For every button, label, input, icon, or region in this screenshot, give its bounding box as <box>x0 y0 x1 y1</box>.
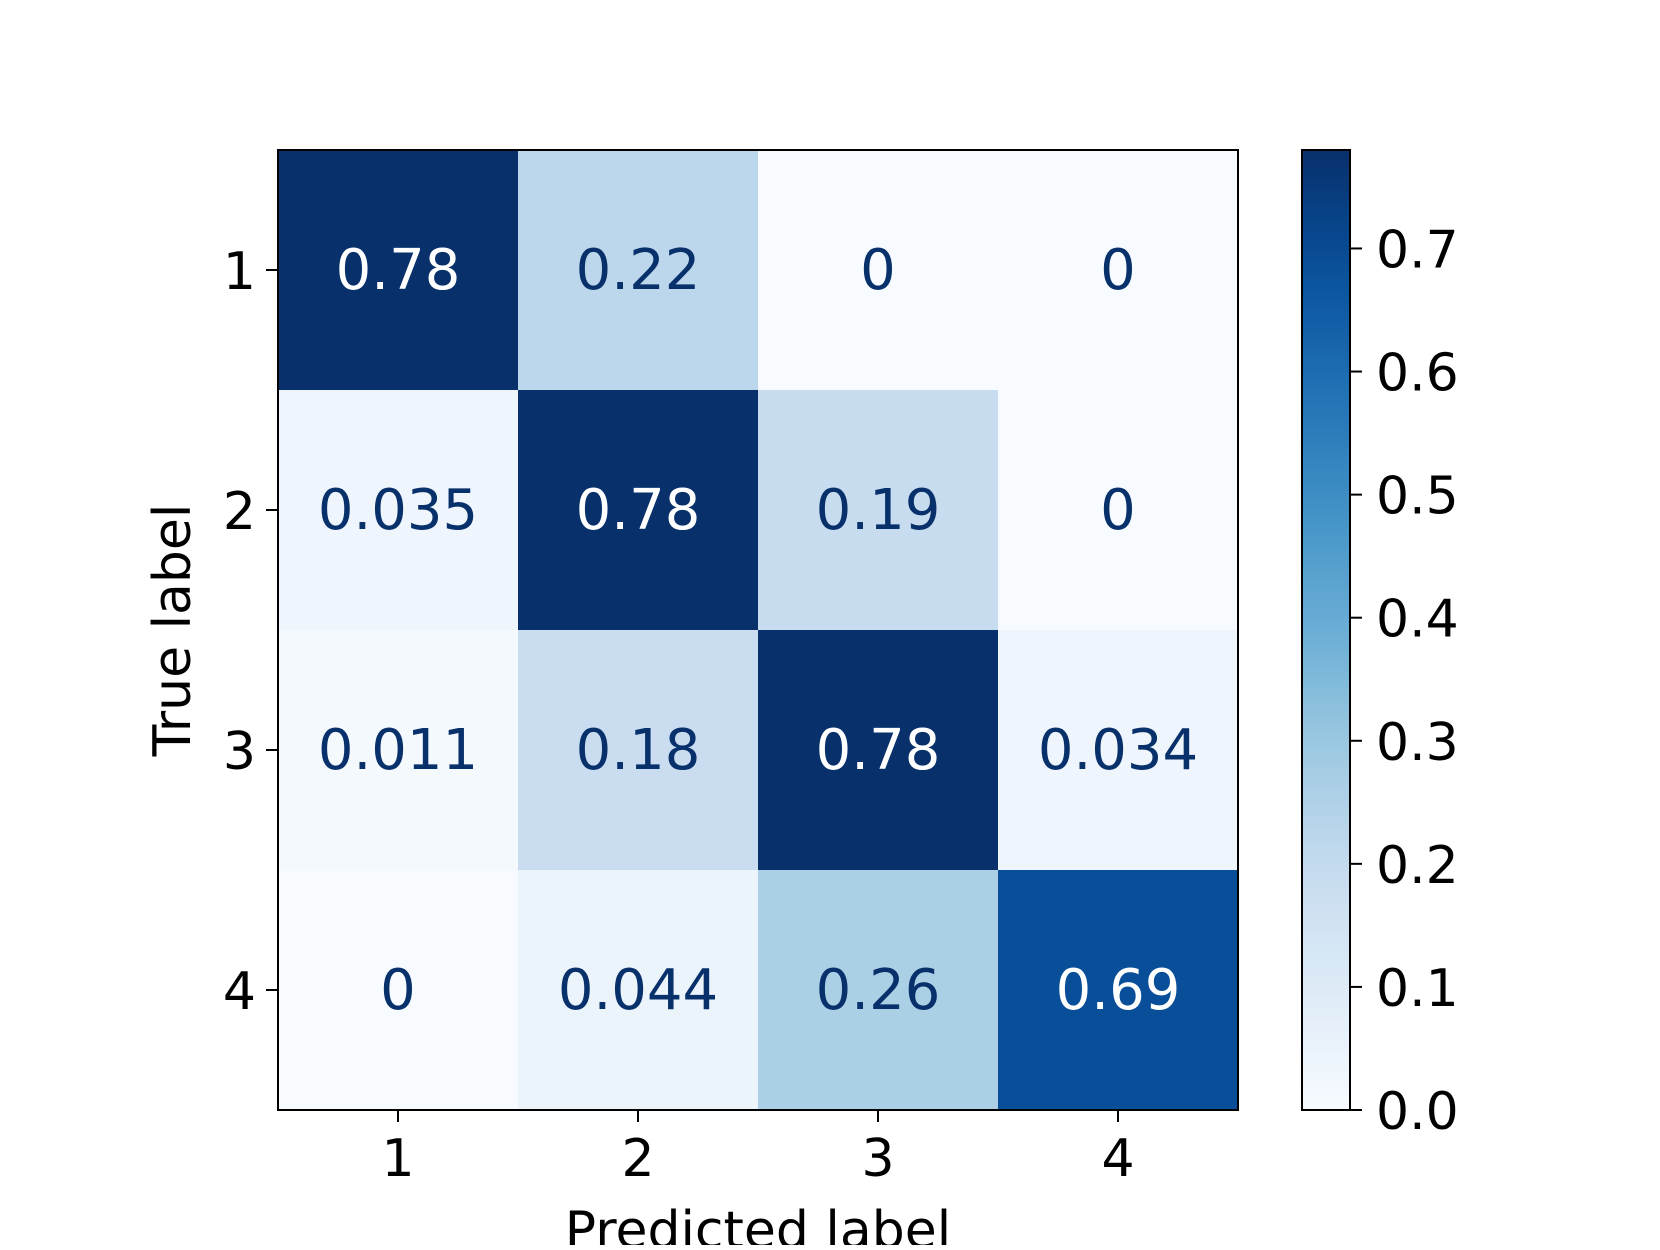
y-tick-label: 1 <box>223 242 256 302</box>
heatmap-cell-r2-c2 <box>518 390 759 631</box>
colorbar-tick-label: 0.7 <box>1376 220 1459 280</box>
heatmap-cell-r1-c2 <box>518 150 759 391</box>
x-tick-label: 2 <box>621 1129 654 1189</box>
cell-label-r2-c1: 0.035 <box>318 478 478 543</box>
cell-label-r1-c3: 0 <box>860 238 896 303</box>
heatmap-cell-r1-c1 <box>278 150 519 391</box>
colorbar-tick-label: 0.4 <box>1376 590 1459 650</box>
heatmap-cell-r4-c1 <box>278 870 519 1111</box>
cell-value-labels: 0.78 0.22 0 0 0.035 0.78 0.19 0 0.011 0.18 0.78 0.0… <box>318 238 1198 1023</box>
cell-label-r3-c3: 0.78 <box>816 718 941 783</box>
heatmap-cell-r4-c3 <box>758 870 999 1111</box>
heatmap-cell-r1-c3 <box>758 150 999 391</box>
y-axis-label: True label <box>143 504 203 758</box>
x-tick-label: 4 <box>1101 1129 1134 1189</box>
heatmap-cell-r1-c4 <box>998 150 1239 391</box>
heatmap-cell-r2-c4 <box>998 390 1239 631</box>
heatmap-cell-r3-c4 <box>998 630 1239 871</box>
x-axis-label: Predicted label <box>565 1201 951 1245</box>
heatmap-cell-r3-c1 <box>278 630 519 871</box>
colorbar-tick-label: 0.0 <box>1376 1082 1459 1142</box>
colorbar-gradient <box>1302 150 1350 1110</box>
heatmap-cell-r3-c3 <box>758 630 999 871</box>
heatmap-cell-r4-c4 <box>998 870 1239 1111</box>
cell-label-r4-c3: 0.26 <box>816 958 941 1023</box>
y-tick-label: 2 <box>223 482 256 542</box>
cell-label-r1-c4: 0 <box>1100 238 1136 303</box>
heatmap-cells <box>278 150 1239 1111</box>
plot-frame <box>277 149 1239 1111</box>
cell-label-r3-c4: 0.034 <box>1038 718 1198 783</box>
heatmap-cell-r2-c3 <box>758 390 999 631</box>
cell-label-r1-c1: 0.78 <box>336 238 461 303</box>
heatmap-cell-r2-c1 <box>278 390 519 631</box>
colorbar: 0.0 0.1 0.2 0.3 0.4 0.5 0.6 0.7 <box>1301 149 1459 1142</box>
colorbar-tick-label: 0.6 <box>1376 344 1459 404</box>
cell-label-r2-c2: 0.78 <box>576 478 701 543</box>
cell-label-r4-c1: 0 <box>380 958 416 1023</box>
x-tick-label: 3 <box>861 1129 894 1189</box>
cell-label-r1-c2: 0.22 <box>576 238 701 303</box>
x-axis: 1 2 3 4 <box>381 1110 1135 1189</box>
y-tick-label: 4 <box>223 962 256 1022</box>
x-tick-label: 1 <box>381 1129 414 1189</box>
cell-label-r2-c4: 0 <box>1100 478 1136 543</box>
y-tick-label: 3 <box>223 722 256 782</box>
cell-label-r3-c1: 0.011 <box>318 718 478 783</box>
colorbar-tick-label: 0.5 <box>1376 467 1459 527</box>
cell-label-r3-c2: 0.18 <box>576 718 701 783</box>
cell-label-r2-c3: 0.19 <box>816 478 941 543</box>
colorbar-tick-label: 0.1 <box>1376 959 1459 1019</box>
heatmap-cell-r3-c2 <box>518 630 759 871</box>
cell-label-r4-c4: 0.69 <box>1056 958 1181 1023</box>
heatmap-cell-r4-c2 <box>518 870 759 1111</box>
colorbar-frame <box>1301 149 1351 1111</box>
y-axis: 1 2 3 4 <box>223 242 278 1022</box>
colorbar-tick-label: 0.3 <box>1376 713 1459 773</box>
colorbar-tick-label: 0.2 <box>1376 836 1459 896</box>
cell-label-r4-c2: 0.044 <box>558 958 718 1023</box>
colorbar-ticks: 0.0 0.1 0.2 0.3 0.4 0.5 0.6 0.7 <box>1350 220 1459 1142</box>
